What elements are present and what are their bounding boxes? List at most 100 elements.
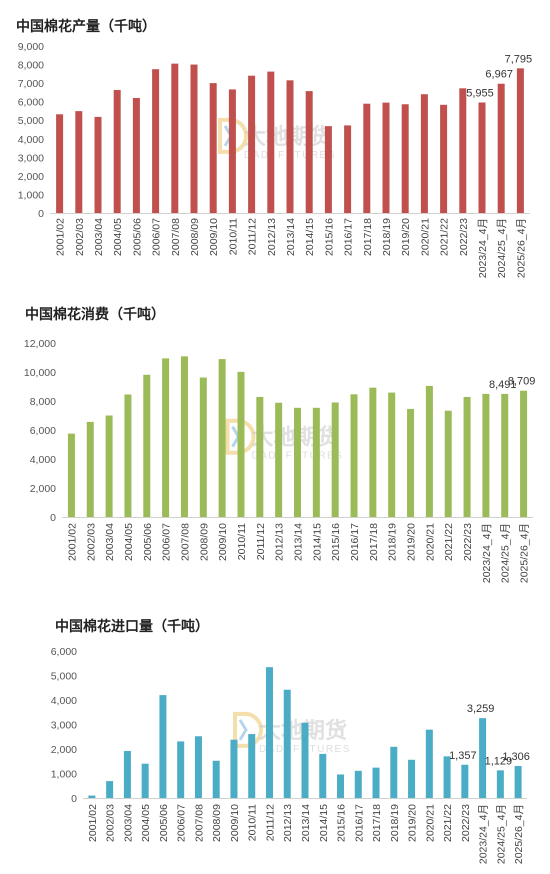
bar xyxy=(194,736,202,798)
bar xyxy=(482,393,490,517)
bar xyxy=(401,104,409,213)
bar xyxy=(286,80,294,213)
bar xyxy=(86,421,94,517)
bar xyxy=(354,770,362,798)
chart-panel-consumption: 中国棉花消费（千吨） 0 2,000 4,000 6,000 8,000 10,000 12… xyxy=(0,295,550,585)
y-tick-label: 7,000 xyxy=(18,78,44,90)
bar xyxy=(162,358,170,517)
x-tick-label: 2019/20 xyxy=(406,523,418,561)
x-tick-label: 2022/23 xyxy=(460,804,472,842)
bar xyxy=(199,377,207,517)
x-tick-label: 2005/06 xyxy=(158,804,170,842)
bar xyxy=(56,114,64,213)
y-tick-label: 1,000 xyxy=(18,189,44,201)
x-tick-label: 2016/17 xyxy=(353,804,365,842)
bar xyxy=(459,88,467,213)
x-tick-label: 2025/26_4月 xyxy=(519,523,531,583)
x-tick-label: 2024/25_4月 xyxy=(496,218,508,278)
bar xyxy=(461,764,469,798)
bar xyxy=(440,104,448,213)
bar xyxy=(294,407,301,517)
bar xyxy=(248,734,256,798)
bar xyxy=(283,689,291,798)
bar xyxy=(479,718,487,798)
x-tick-label: 2003/04 xyxy=(122,804,134,842)
data-label: 3,259 xyxy=(467,703,495,715)
y-tick-label: 6,000 xyxy=(30,425,56,437)
y-tick-label: 4,000 xyxy=(51,695,77,707)
bar xyxy=(75,111,83,213)
chart-title: 中国棉花产量（千吨） xyxy=(16,19,156,35)
x-tick-label: 2021/22 xyxy=(442,804,454,842)
bar xyxy=(106,781,114,798)
bar xyxy=(312,407,320,517)
x-tick-label: 2017/18 xyxy=(362,218,374,256)
y-tick-label: 10,000 xyxy=(24,367,56,379)
y-tick-label: 8,000 xyxy=(18,60,44,72)
x-tick-label: 2004/05 xyxy=(140,804,152,842)
y-tick-label: 2,000 xyxy=(51,744,77,756)
chart-panel-imports: 中国棉花进口量（千吨） 0 1,000 2,000 3,000 4,000 5,000 6,… xyxy=(0,605,550,874)
x-tick-label: 2009/10 xyxy=(217,523,229,561)
bar xyxy=(443,756,451,798)
x-tick-label: 2015/16 xyxy=(330,523,342,561)
chart-panel-production: 中国棉花产量（千吨） 0 1,000 2,000 3,000 4,000 5,000 6,0… xyxy=(0,0,550,290)
bar xyxy=(265,667,273,798)
data-label: 1,306 xyxy=(502,751,530,763)
bar xyxy=(408,759,416,798)
bar xyxy=(218,359,226,517)
bar xyxy=(520,390,528,517)
y-tick-label: 6,000 xyxy=(51,646,77,658)
data-label: 1,357 xyxy=(449,750,477,762)
y-tick-label: 4,000 xyxy=(18,134,44,146)
x-tick-label: 2016/17 xyxy=(349,523,361,561)
x-tick-label: 2001/02 xyxy=(55,218,67,256)
bar xyxy=(337,774,345,798)
x-tick-label: 2015/16 xyxy=(336,804,348,842)
y-tick-label: 12,000 xyxy=(24,338,56,350)
bar xyxy=(514,766,522,798)
bar xyxy=(143,374,151,517)
data-label: 7,795 xyxy=(505,53,533,65)
x-tick-label: 2007/08 xyxy=(170,218,182,256)
x-tick-label: 2025/26_4月 xyxy=(515,218,527,278)
bar xyxy=(141,763,149,798)
bar xyxy=(132,97,140,213)
x-tick-label: 2004/05 xyxy=(112,218,124,256)
x-tick-label: 2013/14 xyxy=(285,218,297,256)
bar xyxy=(230,739,238,798)
x-tick-label: 2006/07 xyxy=(176,804,188,842)
bar xyxy=(324,126,332,213)
bar xyxy=(237,371,245,517)
bar xyxy=(124,394,132,517)
x-tick-label: 2005/06 xyxy=(142,523,154,561)
x-tick-label: 2004/05 xyxy=(123,523,135,561)
x-tick-label: 2008/09 xyxy=(198,523,210,561)
bar xyxy=(516,68,524,214)
bar xyxy=(209,83,217,213)
x-tick-label: 2019/20 xyxy=(400,218,412,256)
data-label: 5,955 xyxy=(466,88,494,100)
bar xyxy=(301,722,309,798)
x-tick-label: 2009/10 xyxy=(208,218,220,256)
x-tick-label: 2002/03 xyxy=(74,218,86,256)
x-tick-label: 2012/13 xyxy=(274,523,286,561)
y-tick-label: 0 xyxy=(50,512,56,524)
bar xyxy=(390,746,398,798)
bar xyxy=(248,75,256,213)
bar xyxy=(88,795,96,798)
y-tick-label: 0 xyxy=(38,208,44,220)
bar xyxy=(344,125,352,213)
consumption-chart: 0 2,000 4,000 6,000 8,000 10,000 12,000 大地期货DAD… xyxy=(24,338,535,583)
y-tick-label: 3,000 xyxy=(18,152,44,164)
x-tick-label: 2020/21 xyxy=(419,218,431,256)
y-tick-label: 1,000 xyxy=(51,769,77,781)
x-tick-label: 2024/25_4月 xyxy=(495,804,507,864)
x-tick-label: 2012/13 xyxy=(266,218,278,256)
y-tick-label: 0 xyxy=(71,793,77,805)
x-tick-label: 2006/07 xyxy=(161,523,173,561)
y-tick-label: 2,000 xyxy=(18,171,44,183)
y-tick-label: 9,000 xyxy=(18,41,44,53)
x-tick-label: 2008/09 xyxy=(189,218,201,256)
bar xyxy=(190,64,198,213)
